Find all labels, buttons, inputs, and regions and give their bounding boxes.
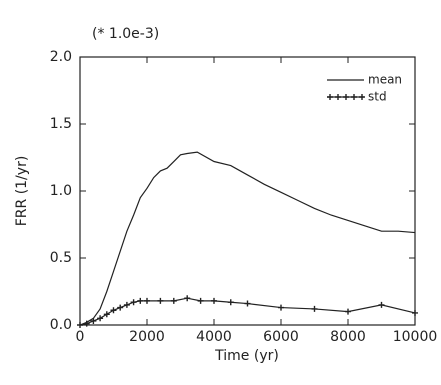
point-marker <box>412 309 418 316</box>
point-marker <box>197 297 204 304</box>
legend-label: std <box>368 90 387 104</box>
point-marker <box>278 304 284 311</box>
point-marker <box>110 307 117 314</box>
y-tick-label: 0.0 <box>50 317 72 333</box>
point-marker <box>103 311 110 318</box>
series-line <box>79 151 416 326</box>
point-marker <box>117 304 124 311</box>
y-tick-label: 2.0 <box>50 49 72 65</box>
legend-marker <box>327 94 333 100</box>
scale-annotation: (* 1.0e-3) <box>92 26 159 42</box>
point-marker <box>123 301 130 308</box>
legend-marker <box>351 94 357 100</box>
point-marker <box>90 317 97 324</box>
x-tick-label: 6000 <box>263 329 299 345</box>
x-tick-label: 8000 <box>330 329 366 345</box>
point-marker <box>211 297 217 304</box>
point-marker <box>130 299 137 306</box>
x-tick-label: 0 <box>76 329 85 345</box>
point-marker <box>244 300 251 307</box>
legend-marker <box>343 94 349 100</box>
y-tick-label: 1.5 <box>50 116 72 132</box>
point-marker <box>170 297 177 304</box>
legend-marker <box>335 94 341 100</box>
point-marker <box>77 322 83 328</box>
y-tick-label: 1.0 <box>50 183 72 199</box>
point-marker <box>378 301 385 308</box>
point-marker <box>184 295 191 302</box>
point-marker <box>345 308 351 315</box>
x-tick-label: 4000 <box>196 329 232 345</box>
point-marker <box>157 297 164 304</box>
point-marker <box>97 315 104 322</box>
point-marker <box>144 297 150 304</box>
point-marker <box>137 297 144 304</box>
point-marker <box>311 305 318 312</box>
x-tick-label: 10000 <box>393 329 438 345</box>
point-marker <box>227 299 234 306</box>
legend-label: mean <box>368 73 402 87</box>
point-marker <box>83 320 90 327</box>
x-axis-label: Time (yr) <box>214 348 279 364</box>
y-axis-label: FRR (1/yr) <box>14 156 30 227</box>
legend-marker <box>359 94 365 100</box>
y-tick-label: 0.5 <box>50 250 72 266</box>
x-tick-label: 2000 <box>129 329 165 345</box>
